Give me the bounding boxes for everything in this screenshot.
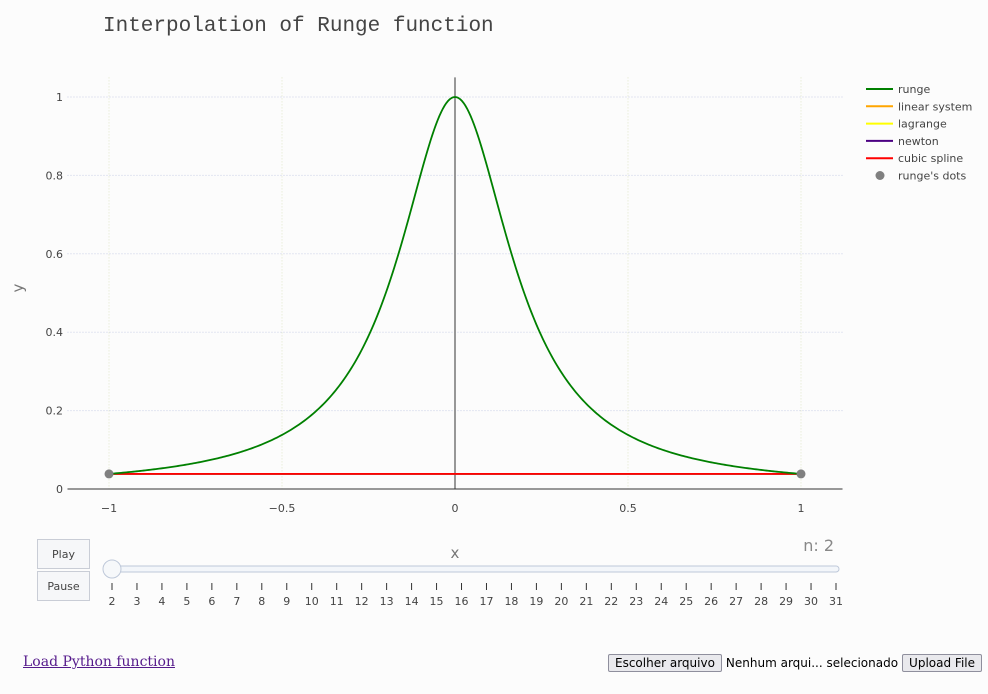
y-axis-title: y — [9, 283, 27, 292]
y-tick-label: 1 — [56, 91, 63, 104]
legend-label: lagrange — [898, 118, 947, 131]
slider-tick-label: 28 — [754, 595, 768, 608]
choose-file-button[interactable]: Escolher arquivo — [608, 654, 722, 672]
slider-tick-label: 27 — [729, 595, 743, 608]
legend: runge linear system lagrange newton cubic sp… — [866, 83, 972, 183]
slider-tick-label: 21 — [579, 595, 593, 608]
slider-tick-label: 5 — [183, 595, 190, 608]
legend-label: cubic spline — [898, 152, 963, 165]
slider-tick-label: 25 — [679, 595, 693, 608]
x-tick-label: 1 — [798, 502, 805, 515]
slider-tick-label: 14 — [405, 595, 419, 608]
legend-label: runge's dots — [898, 170, 966, 183]
chart-title: Interpolation of Runge function — [103, 15, 494, 38]
slider-tick-label: 2 — [109, 595, 116, 608]
slider-tick-label: 18 — [504, 595, 518, 608]
y-tick-label: 0.4 — [46, 326, 64, 339]
slider-tick-label: 13 — [380, 595, 394, 608]
file-status-text: Nenhum arqui... selecionado — [725, 656, 899, 670]
axes — [67, 77, 843, 490]
y-tick-label: 0 — [56, 483, 63, 496]
slider-tick-label: 6 — [208, 595, 215, 608]
x-tick-label: −1 — [101, 502, 117, 515]
slider-tick-label: 15 — [430, 595, 444, 608]
play-button[interactable]: Play — [37, 539, 90, 569]
slider-tick-label: 16 — [455, 595, 469, 608]
slider-tick-label: 8 — [258, 595, 265, 608]
y-tick-label: 0.6 — [46, 248, 64, 261]
runge-dot-marker — [796, 469, 806, 479]
x-tick-label: 0 — [452, 502, 459, 515]
slider-tick-label: 12 — [355, 595, 369, 608]
slider-tick-label: 3 — [133, 595, 140, 608]
y-tick-label: 0.2 — [46, 405, 64, 418]
slider-rail — [103, 565, 840, 573]
plot-area — [104, 96, 806, 479]
series-line-runge — [108, 96, 802, 475]
slider-tick-label: 30 — [804, 595, 818, 608]
slider-handle — [102, 559, 122, 579]
x-tick-label: −0.5 — [269, 502, 296, 515]
slider-tick-label: 19 — [529, 595, 543, 608]
slider-tick-label: 17 — [479, 595, 493, 608]
slider-tick-label: 10 — [305, 595, 319, 608]
legend-marker — [875, 171, 885, 180]
slider-tick-label: 26 — [704, 595, 718, 608]
slider-tick-label: 20 — [554, 595, 568, 608]
tick-labels: 0 0.2 0.4 0.6 0.8 1 −1 −0.5 0 0.5 1 — [46, 91, 805, 515]
pause-button[interactable]: Pause — [37, 571, 90, 601]
slider-current-value: n: 2 — [803, 536, 834, 555]
upload-file-button[interactable]: Upload File — [902, 654, 982, 672]
load-python-function-link[interactable]: Load Python function — [23, 654, 175, 670]
slider-tick-label: 4 — [158, 595, 165, 608]
slider-tick-label: 11 — [330, 595, 344, 608]
legend-label: linear system — [898, 100, 972, 113]
slider-tick-label: 9 — [283, 595, 290, 608]
x-tick-label: 0.5 — [619, 502, 637, 515]
y-tick-label: 0.8 — [46, 169, 64, 182]
slider-tick-label: 23 — [629, 595, 643, 608]
legend-label: runge — [898, 83, 930, 96]
slider-tick-label: 29 — [779, 595, 793, 608]
legend-label: newton — [898, 135, 939, 148]
file-upload-area: Escolher arquivo Nenhum arqui... selecio… — [608, 654, 982, 672]
slider-tick-label: 7 — [233, 595, 240, 608]
slider-tick-label: 22 — [604, 595, 618, 608]
slider-tick-label: 24 — [654, 595, 668, 608]
n-slider[interactable]: n: 22 3 4 5 6 7 8 9 10 11 12 13 14 15 16 17 18 19 20 21 22 23… — [102, 536, 843, 608]
x-axis-title: x — [451, 544, 460, 562]
slider-tick-label: 31 — [829, 595, 843, 608]
runge-dot-marker — [104, 469, 114, 479]
